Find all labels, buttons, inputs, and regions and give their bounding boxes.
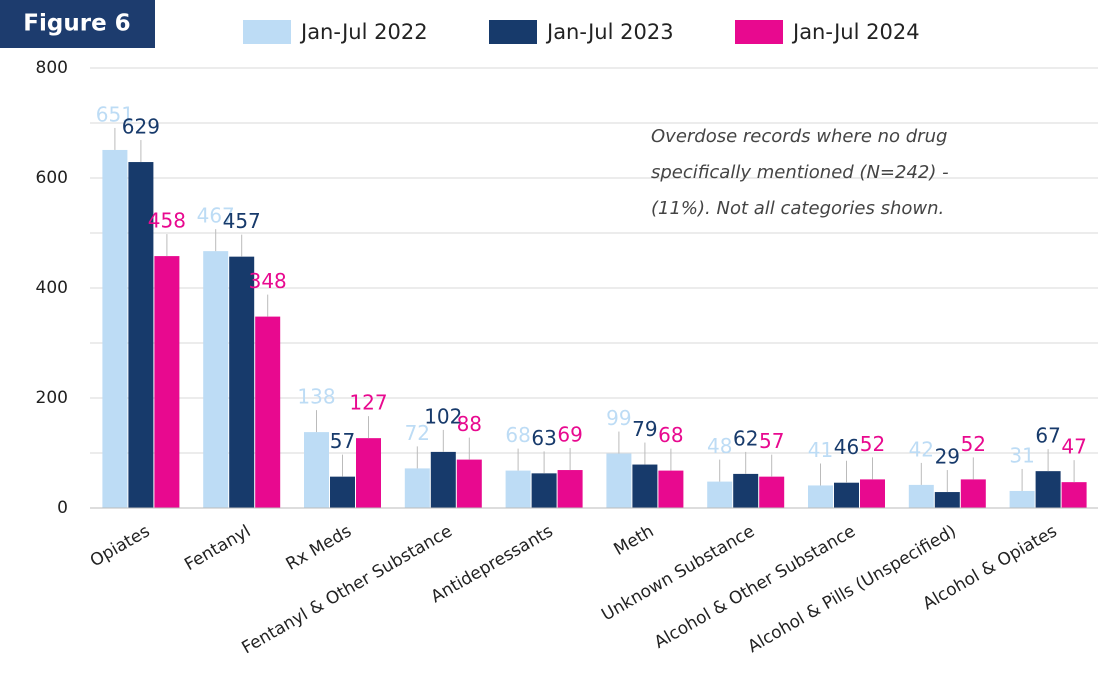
legend-label: Jan-Jul 2024 — [791, 20, 920, 44]
legend-label: Jan-Jul 2023 — [545, 20, 674, 44]
data-label: 69 — [557, 423, 582, 447]
data-label: 72 — [405, 421, 430, 445]
y-tick-label: 200 — [36, 388, 68, 408]
bar — [1035, 471, 1061, 508]
data-label: 31 — [1009, 443, 1034, 467]
x-tick-label: Rx Meds — [283, 521, 356, 574]
data-label: 457 — [223, 209, 261, 233]
y-tick-label: 0 — [57, 498, 68, 518]
data-label: 68 — [505, 423, 530, 447]
bar — [759, 476, 785, 508]
data-label: 127 — [349, 391, 387, 415]
data-label: 68 — [658, 423, 683, 447]
data-label: 629 — [122, 115, 160, 139]
bar — [733, 473, 759, 508]
legend-swatch — [243, 20, 291, 44]
data-label: 52 — [860, 432, 885, 456]
x-tick-label: Fentanyl — [181, 521, 254, 575]
bar — [707, 481, 733, 508]
data-label: 99 — [606, 406, 631, 430]
data-label: 57 — [759, 429, 784, 453]
data-label: 63 — [531, 426, 556, 450]
bar — [505, 470, 531, 508]
bar — [255, 316, 281, 508]
data-label: 79 — [632, 417, 657, 441]
bar — [203, 251, 229, 508]
data-label: 467 — [197, 204, 235, 228]
legend-label: Jan-Jul 2022 — [299, 20, 428, 44]
bar — [908, 484, 934, 508]
annotation: Overdose records where no drug — [651, 126, 947, 147]
bar — [304, 432, 329, 508]
data-label: 52 — [961, 432, 986, 456]
legend-swatch — [489, 20, 537, 44]
bar — [128, 162, 154, 509]
bar — [834, 482, 859, 508]
bar — [531, 473, 557, 508]
data-label: 29 — [935, 445, 960, 469]
chart-title: Figure 6 — [23, 11, 130, 37]
bar — [1061, 482, 1087, 508]
data-label: 348 — [249, 269, 287, 293]
x-tick-label: Meth — [611, 521, 658, 560]
bar — [632, 464, 658, 508]
data-label: 88 — [457, 412, 482, 436]
data-label: 138 — [297, 385, 335, 409]
annotation: specifically mentioned (N=242) - — [651, 162, 949, 183]
bar — [154, 256, 180, 508]
x-tick-label: Opiates — [87, 521, 154, 571]
bar — [960, 479, 986, 508]
data-label: 62 — [733, 426, 758, 450]
bar — [456, 459, 482, 508]
data-label: 458 — [148, 209, 186, 233]
data-label: 46 — [834, 435, 859, 459]
bar — [1009, 490, 1035, 508]
data-label: 47 — [1061, 435, 1086, 459]
bar — [404, 468, 430, 508]
bar — [430, 451, 456, 508]
legend-swatch — [735, 20, 783, 44]
bar — [229, 256, 255, 508]
y-tick-label: 600 — [36, 168, 68, 188]
y-tick-label: 800 — [36, 58, 68, 78]
bar — [658, 470, 684, 508]
data-label: 42 — [909, 437, 934, 461]
data-label: 651 — [96, 102, 134, 126]
bar — [102, 149, 128, 508]
data-label: 102 — [424, 404, 462, 428]
bar — [934, 492, 960, 508]
bar — [557, 470, 583, 508]
title-badge — [0, 0, 155, 48]
annotation: (11%). Not all categories shown. — [651, 198, 944, 219]
bar — [356, 438, 381, 508]
data-label: 41 — [808, 438, 833, 462]
data-label: 57 — [330, 429, 355, 453]
bar — [860, 479, 885, 508]
data-label: 48 — [707, 434, 732, 458]
y-tick-label: 400 — [36, 278, 68, 298]
data-label: 67 — [1035, 424, 1060, 448]
bar — [808, 485, 833, 508]
bar — [330, 476, 355, 508]
bar — [606, 453, 632, 508]
